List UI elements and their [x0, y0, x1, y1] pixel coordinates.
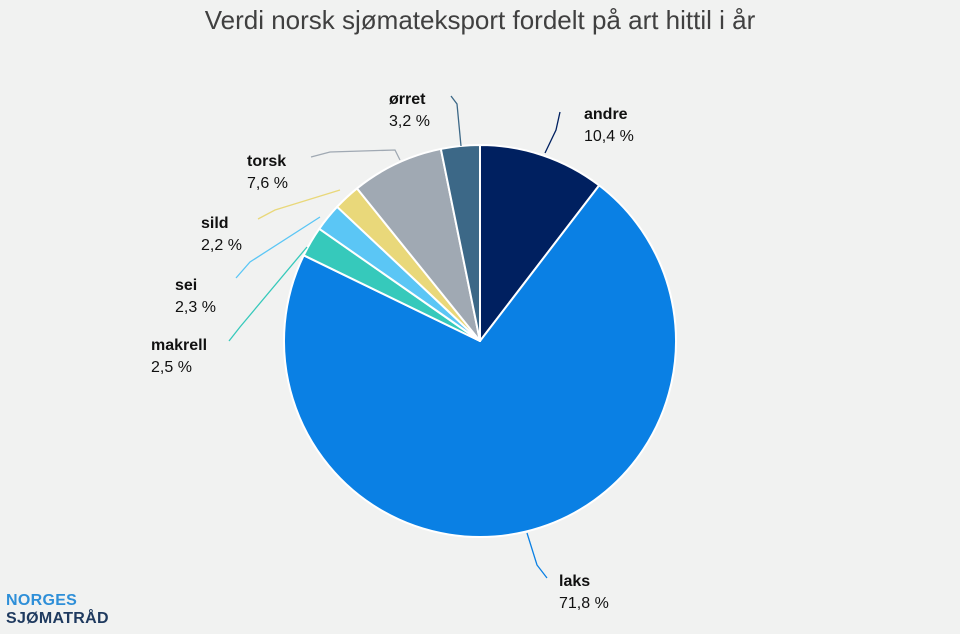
norges-sjomatrad-logo: NORGES SJØMATRÅD — [6, 592, 109, 628]
slice-label-makrell: makrell — [151, 337, 207, 354]
slice-value-ørret: 3,2 % — [389, 113, 430, 130]
logo-text-line2: SJØMATRÅD — [6, 610, 109, 627]
pie-slice-torsk — [355, 147, 481, 342]
slice-value-sei: 2,3 % — [175, 299, 216, 316]
leader-line-ørret — [450, 95, 462, 147]
pie-slice-ørret — [439, 144, 481, 342]
leader-line-andre — [544, 111, 561, 154]
leader-line-torsk — [310, 149, 401, 161]
slice-label-torsk: torsk — [247, 153, 286, 170]
chart-title: Verdi norsk sjømateksport fordelt på art… — [204, 5, 756, 35]
slice-label-ørret: ørret — [389, 91, 426, 108]
pie-slice-laks — [283, 184, 677, 539]
logo-text-line1: NORGES — [6, 592, 78, 609]
slice-value-andre: 10,4 % — [584, 128, 634, 145]
slice-value-torsk: 7,6 % — [247, 175, 288, 192]
leader-line-sild — [257, 189, 341, 220]
slice-value-makrell: 2,5 % — [151, 359, 192, 376]
slice-value-laks: 71,8 % — [559, 595, 609, 612]
slice-label-andre: andre — [584, 106, 628, 123]
slice-label-sei: sei — [175, 277, 197, 294]
slice-label-sild: sild — [201, 215, 229, 232]
leader-line-laks — [526, 532, 548, 579]
slice-value-sild: 2,2 % — [201, 237, 242, 254]
leader-line-makrell — [228, 246, 308, 342]
leader-line-sei — [235, 216, 321, 279]
pie-slice-andre — [479, 144, 601, 342]
slice-label-laks: laks — [559, 573, 590, 590]
